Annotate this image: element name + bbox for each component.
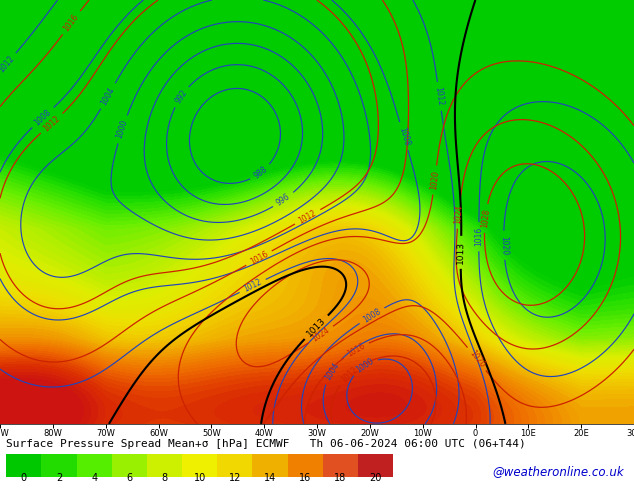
Text: 1004: 1004 (323, 361, 341, 382)
Text: 1028: 1028 (480, 208, 491, 228)
Text: 1020: 1020 (429, 170, 441, 190)
Text: 1012: 1012 (242, 278, 263, 294)
Text: 1012: 1012 (434, 86, 445, 106)
Text: 20: 20 (370, 473, 382, 483)
Text: 1013: 1013 (305, 316, 328, 339)
Text: Surface Pressure Spread Mean+σ [hPa] ECMWF   Th 06-06-2024 06:00 UTC (06+T44): Surface Pressure Spread Mean+σ [hPa] ECM… (6, 439, 526, 449)
Text: 18: 18 (334, 473, 346, 483)
Text: 1016: 1016 (346, 341, 366, 359)
Text: 1008: 1008 (361, 307, 382, 324)
Text: 1013: 1013 (456, 241, 465, 264)
Text: 14: 14 (264, 473, 276, 483)
Text: 1020: 1020 (467, 349, 486, 369)
Text: 1004: 1004 (100, 85, 117, 107)
Text: 1016: 1016 (474, 227, 483, 246)
Text: 1008: 1008 (397, 125, 411, 147)
Text: 1024: 1024 (453, 204, 464, 224)
Text: 1000: 1000 (115, 119, 129, 140)
Text: 992: 992 (173, 88, 189, 105)
Text: 1016: 1016 (249, 249, 269, 267)
Text: 1012: 1012 (42, 114, 62, 133)
Text: 1024: 1024 (311, 325, 332, 343)
Text: 12: 12 (229, 473, 241, 483)
Text: 1012: 1012 (0, 54, 16, 74)
Text: 1000: 1000 (354, 357, 375, 375)
Text: 16: 16 (299, 473, 311, 483)
Text: 1012: 1012 (297, 208, 318, 225)
Text: 996: 996 (275, 192, 292, 208)
Text: @weatheronline.co.uk: @weatheronline.co.uk (492, 465, 624, 478)
Text: 4: 4 (91, 473, 97, 483)
Text: 6: 6 (126, 473, 133, 483)
Text: 1012: 1012 (339, 365, 359, 384)
Text: 1020: 1020 (499, 236, 508, 255)
Text: 2: 2 (56, 473, 62, 483)
Text: 10: 10 (193, 473, 206, 483)
Text: 988: 988 (252, 165, 269, 180)
Text: 8: 8 (162, 473, 167, 483)
Text: 0: 0 (21, 473, 27, 483)
Text: 1016: 1016 (62, 12, 81, 33)
Text: 1008: 1008 (33, 108, 53, 127)
